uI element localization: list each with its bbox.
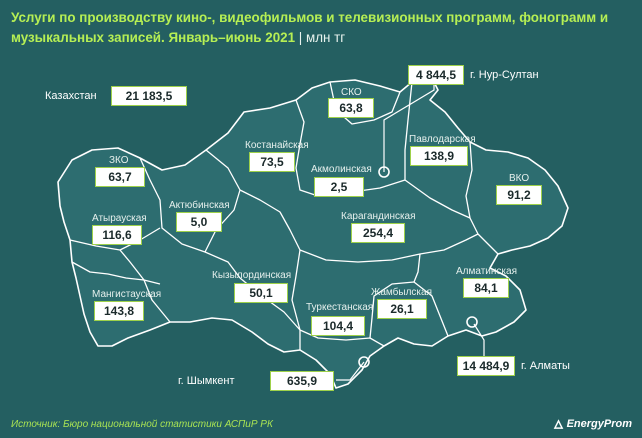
- brand-name: EnergyProm: [566, 418, 632, 430]
- region-label-kyzylorda: Кызылординская: [212, 270, 292, 281]
- leader-shymkent: [336, 361, 365, 381]
- region-label-atyrau: Атырауская: [92, 213, 147, 224]
- region-value-karaganda: 254,4: [351, 223, 405, 243]
- region-value-turkestan: 104,4: [311, 316, 365, 336]
- leader-almaty: [473, 323, 485, 357]
- region-value-vko: 91,2: [496, 185, 542, 205]
- region-value-kyzylorda: 50,1: [234, 283, 288, 303]
- region-label-turkestan: Туркестанская: [306, 302, 374, 313]
- total-value: 21 183,5: [111, 86, 187, 106]
- region-label-sko: СКО: [341, 87, 362, 98]
- leader-nur-sultan: [383, 84, 435, 172]
- region-value-almaty-obl: 84,1: [463, 278, 509, 298]
- region-label-kostanay: Костанайская: [245, 140, 309, 151]
- border-vko: [465, 141, 499, 255]
- region-label-mangystau: Мангистауская: [92, 289, 162, 300]
- border-kostanay: [204, 149, 241, 253]
- unit-label: | млн тг: [298, 30, 346, 45]
- region-value-atyrau: 116,6: [92, 225, 142, 245]
- region-value-kostanay: 73,5: [249, 152, 295, 172]
- border-zhambyl: [369, 281, 449, 339]
- region-value-pavlodar: 138,9: [410, 146, 468, 166]
- region-value-akmola: 2,5: [314, 177, 364, 197]
- border-aktobe: [139, 157, 241, 279]
- region-value-zko: 63,7: [95, 167, 145, 187]
- border-atyrau: [119, 249, 171, 323]
- region-value-mangystau: 143,8: [94, 301, 144, 321]
- region-label-pavlodar: Павлодарская: [409, 134, 476, 145]
- brand-logo: EnergyProm: [553, 418, 632, 430]
- region-value-almaty-city: 14 484,9: [457, 356, 515, 376]
- region-value-aktobe: 5,0: [176, 212, 222, 232]
- border-turkestan: [291, 249, 385, 347]
- border-akmola: [295, 99, 406, 197]
- city-marker-shymkent: [358, 356, 370, 368]
- city-marker-nur-sultan: [378, 166, 390, 178]
- energyprom-logo-icon: [553, 418, 563, 429]
- region-label-zhambyl: Жамбылская: [371, 287, 432, 298]
- region-label-shymkent: г. Шымкент: [178, 375, 235, 387]
- region-label-nur-sultan: г. Нур-Султан: [470, 69, 539, 81]
- border-karaganda: [239, 189, 479, 263]
- border-mangystau: [71, 261, 161, 285]
- region-value-nur-sultan: 4 844,5: [408, 65, 464, 85]
- region-value-sko: 63,8: [328, 98, 374, 118]
- region-label-karaganda: Карагандинская: [341, 211, 416, 222]
- region-label-almaty-city: г. Алматы: [521, 360, 570, 372]
- region-value-shymkent: 635,9: [270, 371, 334, 391]
- region-label-aktobe: Актюбинская: [169, 200, 230, 211]
- region-value-zhambyl: 26,1: [377, 299, 427, 319]
- region-label-almaty-obl: Алматинская: [456, 266, 517, 277]
- region-label-zko: ЗКО: [109, 155, 129, 166]
- city-marker-almaty: [466, 316, 478, 328]
- region-label-vko: ВКО: [509, 173, 530, 184]
- source-note: Источник: Бюро национальной статистики А…: [11, 419, 273, 430]
- border-pavlodar: [404, 81, 471, 219]
- border-almaty: [413, 253, 421, 283]
- region-label-akmola: Акмолинская: [311, 164, 372, 175]
- total-label: Казахстан: [45, 90, 97, 102]
- chart-title: Услуги по производству кино-, видеофильм…: [11, 10, 609, 45]
